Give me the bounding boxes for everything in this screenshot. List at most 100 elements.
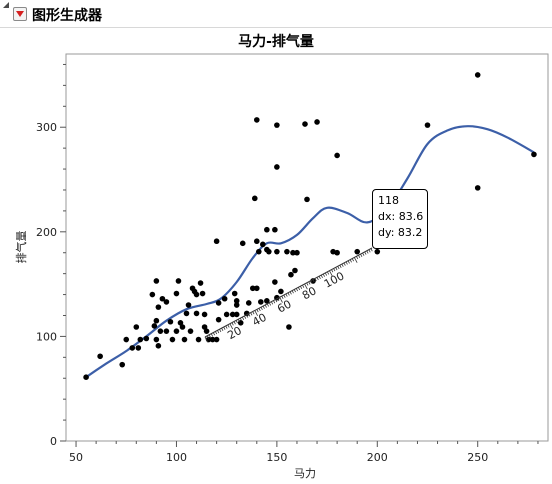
data-point[interactable]: [155, 343, 162, 349]
data-point[interactable]: [274, 248, 280, 255]
data-point[interactable]: [137, 336, 144, 343]
data-point[interactable]: [163, 328, 170, 334]
data-point[interactable]: [294, 249, 300, 256]
data-point[interactable]: [258, 299, 264, 305]
data-point[interactable]: [253, 117, 260, 123]
data-point[interactable]: [203, 328, 210, 334]
data-point[interactable]: [243, 310, 250, 317]
data-point[interactable]: [157, 328, 164, 334]
data-point[interactable]: [153, 336, 160, 343]
data-point[interactable]: [135, 345, 142, 351]
data-point[interactable]: [255, 248, 262, 255]
data-point[interactable]: [199, 290, 206, 297]
data-point[interactable]: [424, 122, 431, 128]
data-point[interactable]: [83, 374, 89, 380]
data-point[interactable]: [284, 248, 290, 255]
data-point[interactable]: [183, 310, 190, 317]
rotated-minor-tick: [212, 332, 216, 336]
data-point[interactable]: [159, 295, 166, 302]
data-point[interactable]: [286, 324, 292, 330]
data-point[interactable]: [153, 278, 160, 284]
data-point[interactable]: [133, 324, 140, 330]
data-point[interactable]: [123, 336, 130, 343]
data-point[interactable]: [253, 285, 260, 292]
data-point[interactable]: [264, 298, 270, 304]
data-point[interactable]: [274, 122, 280, 128]
data-point[interactable]: [239, 240, 246, 247]
rotated-minor-tick: [343, 262, 346, 266]
data-point[interactable]: [119, 361, 126, 368]
x-tick-label: 200: [367, 451, 388, 464]
data-point[interactable]: [181, 336, 188, 343]
data-point[interactable]: [179, 324, 186, 330]
data-point[interactable]: [193, 291, 200, 298]
data-point[interactable]: [245, 300, 252, 306]
data-point[interactable]: [314, 119, 320, 125]
data-point[interactable]: [201, 324, 208, 330]
data-point[interactable]: [253, 238, 260, 245]
data-point[interactable]: [354, 248, 361, 255]
data-point[interactable]: [233, 302, 240, 308]
data-point[interactable]: [251, 195, 258, 202]
data-point[interactable]: [153, 317, 160, 324]
data-point[interactable]: [272, 279, 278, 285]
data-point[interactable]: [292, 267, 298, 274]
data-point[interactable]: [163, 299, 170, 305]
data-point[interactable]: [213, 336, 220, 343]
data-point[interactable]: [260, 241, 266, 248]
rotated-minor-tick: [341, 263, 344, 267]
data-point[interactable]: [173, 328, 180, 334]
data-point[interactable]: [233, 311, 240, 318]
data-point[interactable]: [264, 226, 270, 233]
data-point[interactable]: [272, 226, 278, 233]
data-point[interactable]: [531, 151, 537, 158]
data-point[interactable]: [175, 278, 182, 284]
data-point[interactable]: [97, 353, 103, 360]
data-point[interactable]: [201, 311, 208, 318]
data-point[interactable]: [149, 291, 156, 298]
data-point[interactable]: [177, 320, 184, 326]
data-point[interactable]: [474, 72, 481, 78]
data-point[interactable]: [221, 295, 228, 302]
data-point[interactable]: [129, 345, 136, 351]
data-point[interactable]: [334, 152, 340, 159]
data-point[interactable]: [223, 311, 230, 318]
data-point[interactable]: [249, 285, 256, 292]
data-point[interactable]: [169, 336, 176, 343]
data-point[interactable]: [197, 280, 204, 286]
data-point[interactable]: [302, 121, 308, 127]
data-point[interactable]: [233, 298, 240, 304]
rotated-minor-tick: [244, 315, 247, 319]
data-point[interactable]: [374, 248, 381, 255]
data-point[interactable]: [274, 164, 280, 170]
disclosure-triangle-icon[interactable]: [2, 1, 10, 9]
rotated-minor-tick: [285, 293, 288, 297]
data-point[interactable]: [209, 336, 216, 343]
data-point[interactable]: [304, 196, 310, 203]
data-point[interactable]: [155, 304, 162, 310]
rotated-minor-tick: [208, 334, 211, 338]
data-point[interactable]: [229, 311, 236, 318]
data-point[interactable]: [187, 328, 194, 334]
rotated-minor-tick: [206, 335, 209, 339]
data-point[interactable]: [266, 248, 272, 255]
data-point[interactable]: [213, 238, 220, 245]
data-point[interactable]: [143, 335, 150, 342]
data-point[interactable]: [195, 336, 202, 343]
data-point[interactable]: [474, 185, 481, 191]
data-point[interactable]: [288, 271, 294, 278]
data-point[interactable]: [173, 290, 180, 297]
red-triangle-menu-button[interactable]: [13, 7, 27, 21]
data-point[interactable]: [151, 323, 158, 329]
data-point[interactable]: [215, 300, 222, 306]
data-point[interactable]: [278, 288, 284, 295]
data-point[interactable]: [231, 290, 238, 297]
data-point[interactable]: [185, 302, 192, 308]
data-point[interactable]: [193, 310, 200, 317]
data-point[interactable]: [290, 249, 296, 256]
data-point[interactable]: [167, 318, 174, 325]
data-point[interactable]: [215, 316, 222, 323]
rotated-minor-tick: [312, 279, 315, 283]
data-point[interactable]: [334, 249, 340, 256]
